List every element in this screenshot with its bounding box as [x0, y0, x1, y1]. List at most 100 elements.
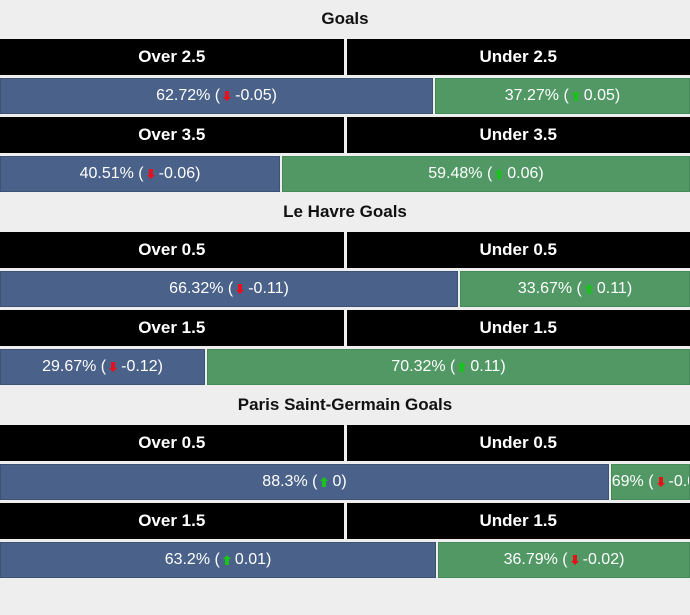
market-list: Over 0.5 Under 0.5 88.3% ( 0 ) 11.69% ( … — [0, 423, 690, 579]
market-item: Over 0.5 Under 0.5 66.32% ( -0.11 ) 33.6… — [0, 230, 690, 308]
goals-probability-chart: Goals Over 2.5 Under 2.5 62.72% ( -0.05 … — [0, 0, 690, 579]
under-change: 0.06 — [507, 165, 539, 182]
open-paren: ( — [210, 551, 220, 568]
over-value: 63.2% — [164, 551, 211, 568]
open-paren: ( — [643, 473, 654, 490]
arrow-up-icon — [571, 91, 580, 101]
close-paren: ) — [157, 358, 163, 375]
probability-bar-row: 62.72% ( -0.05 ) 37.27% ( 0.05 ) — [0, 75, 690, 115]
arrow-up-icon — [458, 362, 467, 372]
close-paren: ) — [626, 280, 633, 297]
market-list: Over 2.5 Under 2.5 62.72% ( -0.05 ) 37.2… — [0, 37, 690, 193]
close-paren: ) — [614, 87, 621, 104]
over-label: Over 1.5 — [0, 503, 344, 539]
under-value: 33.67% — [517, 280, 573, 297]
under-label: Under 0.5 — [346, 232, 690, 268]
over-label: Over 0.5 — [0, 232, 344, 268]
over-change: -0.05 — [235, 87, 272, 104]
close-paren: ) — [538, 165, 544, 182]
open-paren: ( — [96, 358, 107, 375]
over-change: -0.12 — [121, 358, 158, 375]
market-item: Over 1.5 Under 1.5 29.67% ( -0.12 ) 70.3… — [0, 308, 690, 386]
over-bar: 66.32% ( -0.11 ) — [0, 271, 458, 307]
over-change: -0.11 — [248, 280, 284, 297]
under-value: 37.27% — [504, 87, 559, 104]
close-paren: ) — [195, 165, 201, 182]
under-change: 0.11 — [596, 280, 627, 297]
probability-bar-row: 40.51% ( -0.06 ) 59.48% ( 0.06 ) — [0, 153, 690, 193]
arrow-up-icon — [320, 477, 329, 487]
open-paren: ( — [559, 87, 569, 104]
under-value: 36.79% — [503, 551, 558, 568]
section-title: Paris Saint-Germain Goals — [237, 394, 453, 414]
under-bar: 37.27% ( 0.05 ) — [435, 78, 690, 114]
under-bar: 36.79% ( -0.02 ) — [438, 542, 690, 578]
close-paren: ) — [265, 551, 272, 568]
over-value: 62.72% — [156, 87, 211, 104]
over-value: 29.67% — [42, 358, 97, 375]
over-value: 88.3% — [262, 473, 308, 490]
arrow-down-icon — [109, 362, 118, 372]
under-label: Under 1.5 — [346, 310, 690, 346]
over-value: 40.51% — [79, 165, 134, 182]
over-bar: 63.2% ( 0.01 ) — [0, 542, 436, 578]
over-bar: 88.3% ( 0 ) — [0, 464, 609, 500]
open-paren: ( — [307, 473, 318, 490]
market-header-row: Over 0.5 Under 0.5 — [0, 230, 690, 268]
over-change: 0 — [332, 473, 342, 490]
arrow-down-icon — [223, 91, 232, 101]
arrow-down-icon — [146, 169, 155, 179]
section-title: Le Havre Goals — [283, 201, 407, 221]
arrow-down-icon — [236, 284, 245, 294]
under-label: Under 2.5 — [346, 39, 690, 75]
market-list: Over 0.5 Under 0.5 66.32% ( -0.11 ) 33.6… — [0, 230, 690, 386]
under-label: Under 1.5 — [346, 503, 690, 539]
market-item: Over 2.5 Under 2.5 62.72% ( -0.05 ) 37.2… — [0, 37, 690, 115]
under-change: -0.01 — [668, 473, 689, 490]
arrow-up-icon — [584, 284, 593, 294]
probability-bar-row: 63.2% ( 0.01 ) 36.79% ( -0.02 ) — [0, 539, 690, 579]
over-bar: 29.67% ( -0.12 ) — [0, 349, 205, 385]
under-value: 70.32% — [391, 358, 446, 375]
open-paren: ( — [445, 358, 456, 375]
market-item: Over 0.5 Under 0.5 88.3% ( 0 ) 11.69% ( … — [0, 423, 690, 501]
probability-bar-row: 29.67% ( -0.12 ) 70.32% ( 0.11 ) — [0, 346, 690, 386]
open-paren: ( — [223, 280, 234, 297]
under-label: Under 0.5 — [346, 425, 690, 461]
market-item: Over 1.5 Under 1.5 63.2% ( 0.01 ) 36.79%… — [0, 501, 690, 579]
open-paren: ( — [210, 87, 221, 104]
under-value: 59.48% — [428, 165, 483, 182]
market-header-row: Over 1.5 Under 1.5 — [0, 501, 690, 539]
over-bar: 62.72% ( -0.05 ) — [0, 78, 433, 114]
open-paren: ( — [133, 165, 144, 182]
close-paren: ) — [283, 280, 289, 297]
market-header-row: Over 2.5 Under 2.5 — [0, 37, 690, 75]
under-bar: 11.69% ( -0.01 ) — [611, 464, 690, 500]
market-section: Goals Over 2.5 Under 2.5 62.72% ( -0.05 … — [0, 0, 690, 193]
open-paren: ( — [572, 280, 582, 297]
under-label: Under 3.5 — [346, 117, 690, 153]
over-value: 66.32% — [169, 280, 224, 297]
close-paren: ) — [619, 551, 625, 568]
market-section: Le Havre Goals Over 0.5 Under 0.5 66.32%… — [0, 193, 690, 386]
open-paren: ( — [482, 165, 493, 182]
under-value: 11.69% — [611, 473, 644, 490]
open-paren: ( — [557, 551, 568, 568]
arrow-down-icon — [570, 555, 579, 565]
under-change: -0.02 — [582, 551, 620, 568]
close-paren: ) — [341, 473, 347, 490]
market-section: Paris Saint-Germain Goals Over 0.5 Under… — [0, 386, 690, 579]
under-bar: 59.48% ( 0.06 ) — [282, 156, 690, 192]
section-title: Goals — [321, 8, 369, 28]
market-header-row: Over 0.5 Under 0.5 — [0, 423, 690, 461]
over-label: Over 2.5 — [0, 39, 344, 75]
close-paren: ) — [500, 358, 506, 375]
over-change: -0.06 — [158, 165, 196, 182]
probability-bar-row: 66.32% ( -0.11 ) 33.67% ( 0.11 ) — [0, 268, 690, 308]
market-header-row: Over 1.5 Under 1.5 — [0, 308, 690, 346]
over-label: Over 1.5 — [0, 310, 344, 346]
under-change: 0.11 — [470, 358, 501, 375]
under-change: 0.05 — [583, 87, 615, 104]
arrow-up-icon — [495, 169, 504, 179]
over-label: Over 3.5 — [0, 117, 344, 153]
